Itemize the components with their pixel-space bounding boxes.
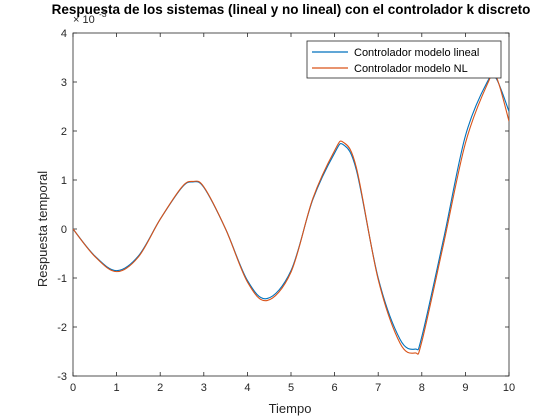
x-tick-label: 7 [375,382,381,394]
legend-label-linear: Controlador modelo lineal [354,47,479,59]
x-tick-label: 5 [288,382,294,394]
y-tick-label: 4 [61,28,67,40]
x-tick-label: 2 [157,382,163,394]
y-axis-label: Respuesta temporal [35,171,50,287]
x-tick-label: 6 [332,382,338,394]
legend: Controlador modelo lineal Controlador mo… [306,40,502,79]
y-tick-label: 0 [61,224,67,236]
y-tick-label: -2 [57,322,67,334]
x-tick-label: 9 [462,382,468,394]
legend-label-nl: Controlador modelo NL [354,63,468,75]
y-tick-label: 3 [61,77,67,89]
x-axis-label: Tiempo [269,401,312,416]
x-tick-label: 3 [201,382,207,394]
plot-area: 0 1 2 3 4 5 6 7 8 9 10 -3 -2 -1 0 1 2 3 4 [57,28,515,394]
x-tick-label: 10 [503,382,515,394]
y-multiplier-exponent: -3 [99,9,107,19]
axes-box [72,32,510,377]
x-tick-label: 8 [419,382,425,394]
legend-box [306,40,502,79]
y-multiplier: × 10 -3 [73,9,107,26]
y-tick-label: -3 [57,371,67,383]
y-tick-label: -1 [57,273,67,285]
y-tick-label: 1 [61,175,67,187]
x-tick-label: 4 [244,382,250,394]
x-tick-label: 0 [70,382,76,394]
x-tick-label: 1 [114,382,120,394]
chart-title: Respuesta de los sistemas (lineal y no l… [52,2,531,17]
y-multiplier-label: × 10 [73,14,95,26]
series-line-nl [73,72,509,355]
y-tick-label: 2 [61,126,67,138]
